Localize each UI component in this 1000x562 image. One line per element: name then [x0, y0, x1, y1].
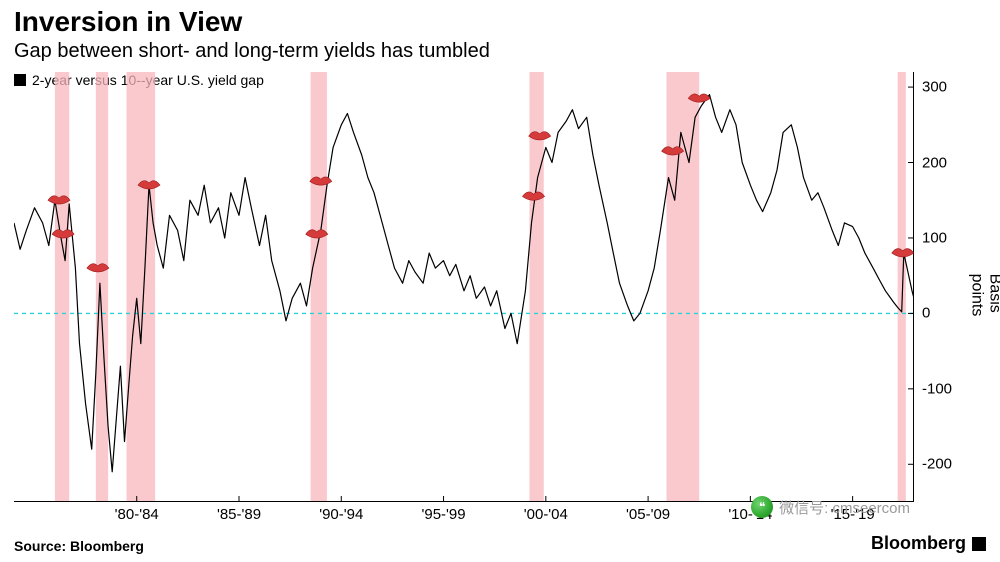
- y-axis-title: Basis points: [967, 274, 1000, 317]
- x-tick-label: '00-'04: [524, 506, 568, 523]
- x-tick-label: '80-'84: [115, 506, 159, 523]
- x-tick-label: '05-'09: [626, 506, 670, 523]
- brand-square-icon: [972, 537, 986, 551]
- y-tick-label: 100: [922, 229, 947, 246]
- y-tick-label: 0: [922, 305, 930, 322]
- chart-plot: [14, 72, 914, 502]
- chart-subtitle: Gap between short- and long-term yields …: [14, 40, 490, 63]
- x-tick-label: '95-'99: [421, 506, 465, 523]
- x-tick-label: '90-'94: [319, 506, 363, 523]
- x-tick-label: '85-'89: [217, 506, 261, 523]
- x-tick-label: '15-'19: [831, 506, 875, 523]
- source-attribution: Source: Bloomberg: [14, 538, 144, 554]
- x-tick-label: '10-'14: [728, 506, 772, 523]
- chart-title: Inversion in View: [14, 6, 242, 38]
- y-tick-label: -200: [922, 456, 952, 473]
- y-tick-label: 300: [922, 79, 947, 96]
- brand-text: Bloomberg: [871, 533, 966, 554]
- y-tick-label: -100: [922, 380, 952, 397]
- y-tick-label: 200: [922, 154, 947, 171]
- brand-label: Bloomberg: [871, 533, 986, 554]
